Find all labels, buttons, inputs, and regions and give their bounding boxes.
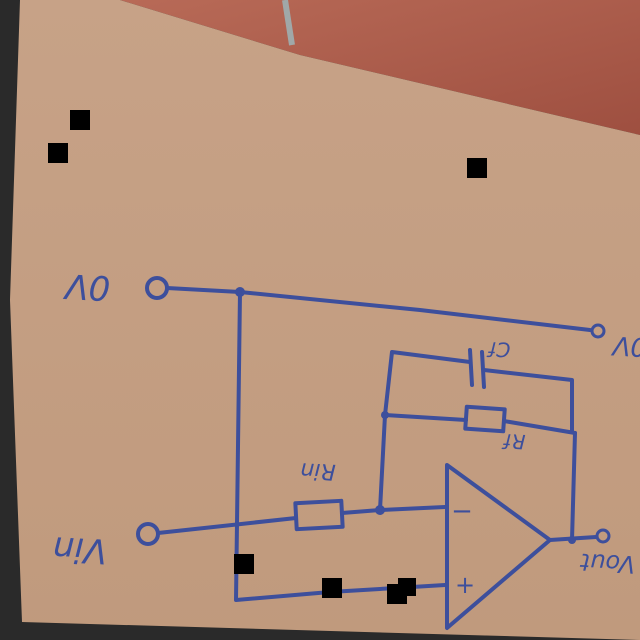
svg-text:Rf: Rf: [501, 429, 526, 454]
svg-text:Rin: Rin: [300, 457, 337, 484]
wire-feedback-output: [570, 431, 577, 542]
svg-text:Vin: Vin: [52, 528, 108, 571]
label-rin: Rin: [300, 457, 337, 484]
label-vin: Vin: [52, 528, 108, 571]
wire-cf-left: [383, 350, 472, 417]
redaction-mark: [467, 158, 487, 178]
label-0v-right: 0V: [610, 330, 640, 362]
svg-text:Cf: Cf: [486, 337, 511, 362]
svg-text:0V: 0V: [62, 265, 112, 307]
label-0v-left: 0V: [62, 265, 112, 307]
terminal-vout: [595, 528, 611, 544]
label-cf: Cf: [486, 337, 511, 362]
redaction-mark: [70, 110, 90, 130]
wire-feedback-riser: [378, 413, 387, 512]
wire-rf-right: [502, 419, 577, 435]
label-rf: Rf: [501, 429, 526, 454]
label-vout: Vout: [579, 548, 636, 579]
terminal-0v-right: [590, 323, 606, 339]
redaction-mark: [48, 143, 68, 163]
wire-cf-right: [482, 368, 574, 434]
wire-ground-rail: [165, 286, 592, 332]
brick-wall: [120, 0, 640, 135]
opamp-plus-sign: +: [455, 571, 475, 599]
mortar-line: [282, 0, 295, 46]
opamp-triangle: [445, 463, 552, 630]
junction-output: [568, 536, 576, 544]
redaction-mark: [322, 578, 342, 598]
svg-text:Vout: Vout: [579, 548, 636, 579]
redaction-mark: [398, 578, 416, 596]
svg-text:0V: 0V: [610, 330, 640, 362]
wire-vin: [156, 516, 298, 535]
opamp-minus-sign: −: [451, 497, 473, 527]
redaction-mark: [234, 554, 254, 574]
wire-rf-left: [383, 413, 468, 422]
